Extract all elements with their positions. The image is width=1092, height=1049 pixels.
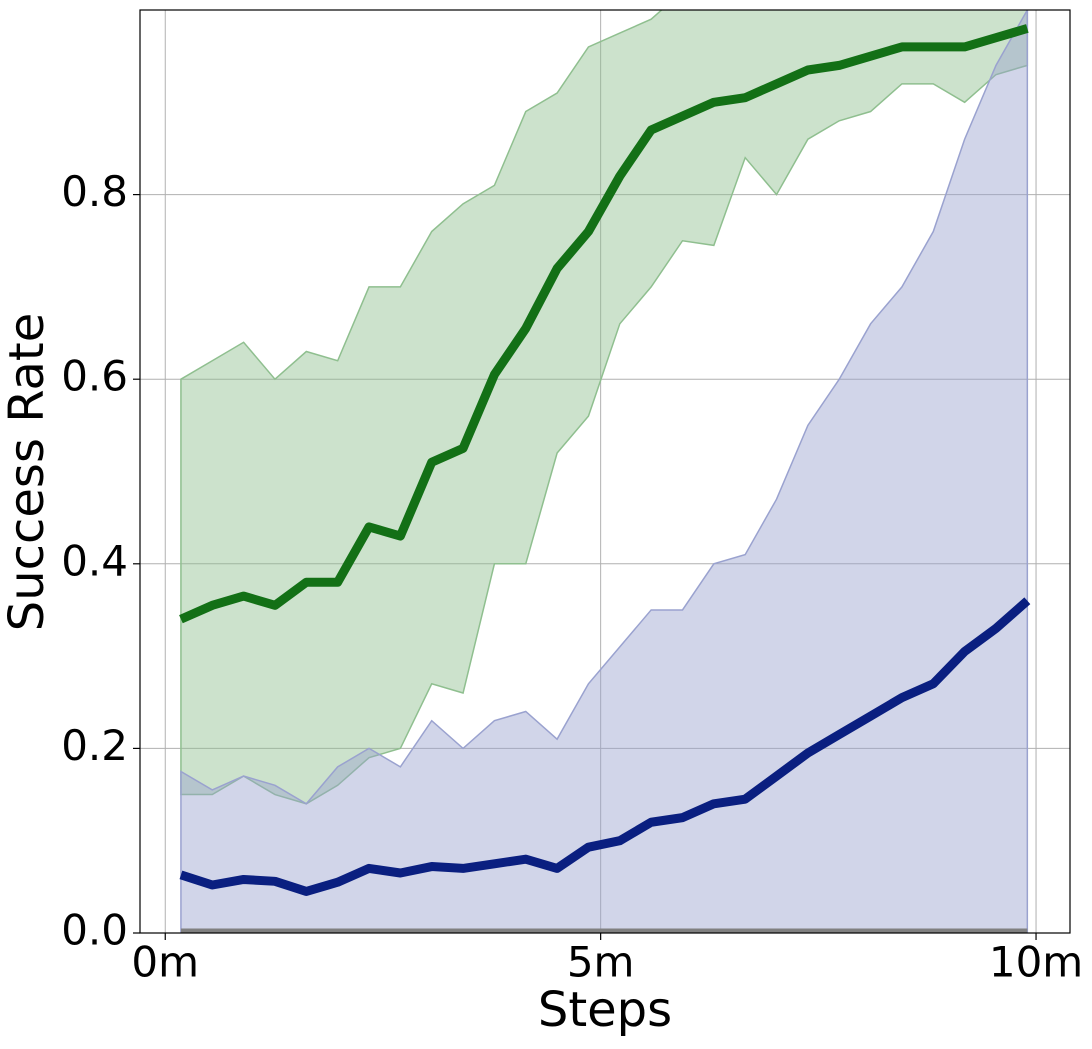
plot-frame [139, 9, 1071, 934]
x-tick-label: 10m [989, 938, 1083, 987]
x-tick-label: 0m [131, 938, 199, 987]
line [179, 24, 1029, 624]
bands [180, 10, 1029, 933]
y-axis-label: Success Rate [0, 313, 55, 632]
x-tick-label: 5m [567, 938, 635, 987]
y-tick-label: 0.8 [61, 167, 128, 216]
y-tick-label: 0.2 [61, 721, 128, 770]
lines [179, 24, 1031, 933]
y-tick-label: 0.6 [61, 352, 128, 401]
line [179, 597, 1031, 896]
y-tick-label: 0.0 [61, 906, 128, 955]
y-tick-label: 0.4 [61, 536, 128, 585]
band [180, 10, 1029, 933]
ticks: 0.0 0.2 0.4 0.6 0.8 0m 5m 10m [61, 167, 1083, 986]
x-axis-label: Steps [538, 982, 672, 1038]
